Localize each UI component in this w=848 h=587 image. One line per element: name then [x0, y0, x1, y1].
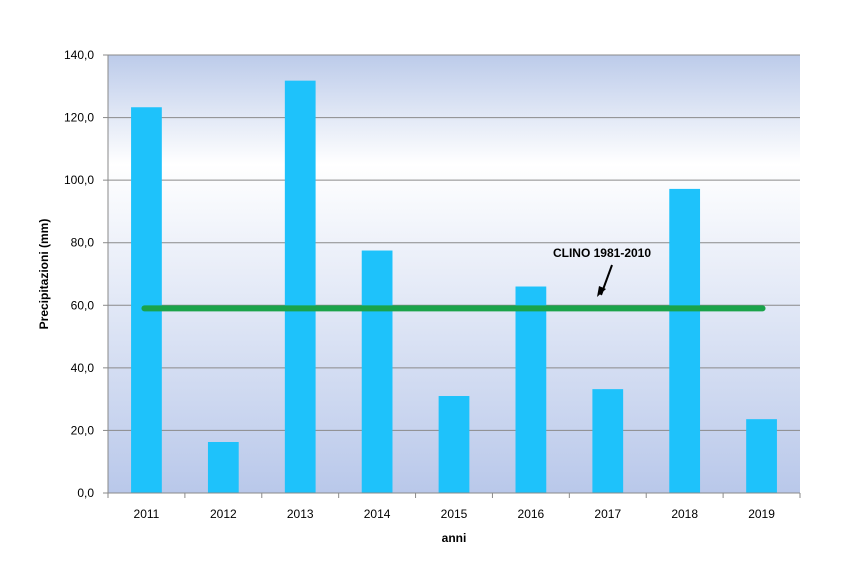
x-tick-label: 2011 — [134, 507, 160, 521]
bar-2019 — [746, 419, 777, 493]
bar-2018 — [669, 188, 701, 493]
y-tick-label: 100,0 — [64, 173, 94, 187]
x-tick-label: 2018 — [671, 507, 698, 521]
x-tick-label: 2014 — [364, 507, 391, 521]
y-tick-label: 120,0 — [64, 111, 94, 125]
bar-2016 — [515, 286, 547, 493]
x-tick-label: 2012 — [210, 507, 237, 521]
x-tick-label: 2013 — [287, 507, 314, 521]
reference-line-label: CLINO 1981-2010 — [553, 246, 651, 260]
y-tick-label: 20,0 — [71, 423, 95, 437]
x-tick-label: 2019 — [748, 507, 775, 521]
y-tick-label: 140,0 — [64, 48, 94, 62]
bar-2014 — [361, 250, 393, 493]
bar-2011 — [131, 107, 162, 494]
x-tick-label: 2015 — [441, 507, 468, 521]
x-tick-label: 2017 — [594, 507, 621, 521]
bar-2015 — [438, 396, 470, 493]
y-axis-title: Precipitazioni (mm) — [37, 219, 51, 330]
bar-2013 — [284, 80, 316, 493]
bars — [131, 80, 777, 494]
bar-2017 — [592, 389, 624, 493]
y-tick-label: 0,0 — [77, 486, 94, 500]
gridlines — [108, 54, 800, 431]
x-tick-label: 2016 — [518, 507, 545, 521]
y-tick-label: 60,0 — [71, 298, 95, 312]
bar-2012 — [207, 442, 239, 493]
y-tick-label: 40,0 — [71, 361, 95, 375]
y-tick-labels: 0,0 20,0 40,0 60,0 80,0 100,0 120,0 140,0 — [64, 48, 108, 500]
x-tick-labels: 2011 2012 2013 2014 2015 2016 2017 2018 2019 — [107, 493, 801, 521]
y-tick-label: 80,0 — [71, 236, 95, 250]
arrow-icon — [597, 264, 613, 297]
x-axis-title: anni — [442, 531, 467, 545]
